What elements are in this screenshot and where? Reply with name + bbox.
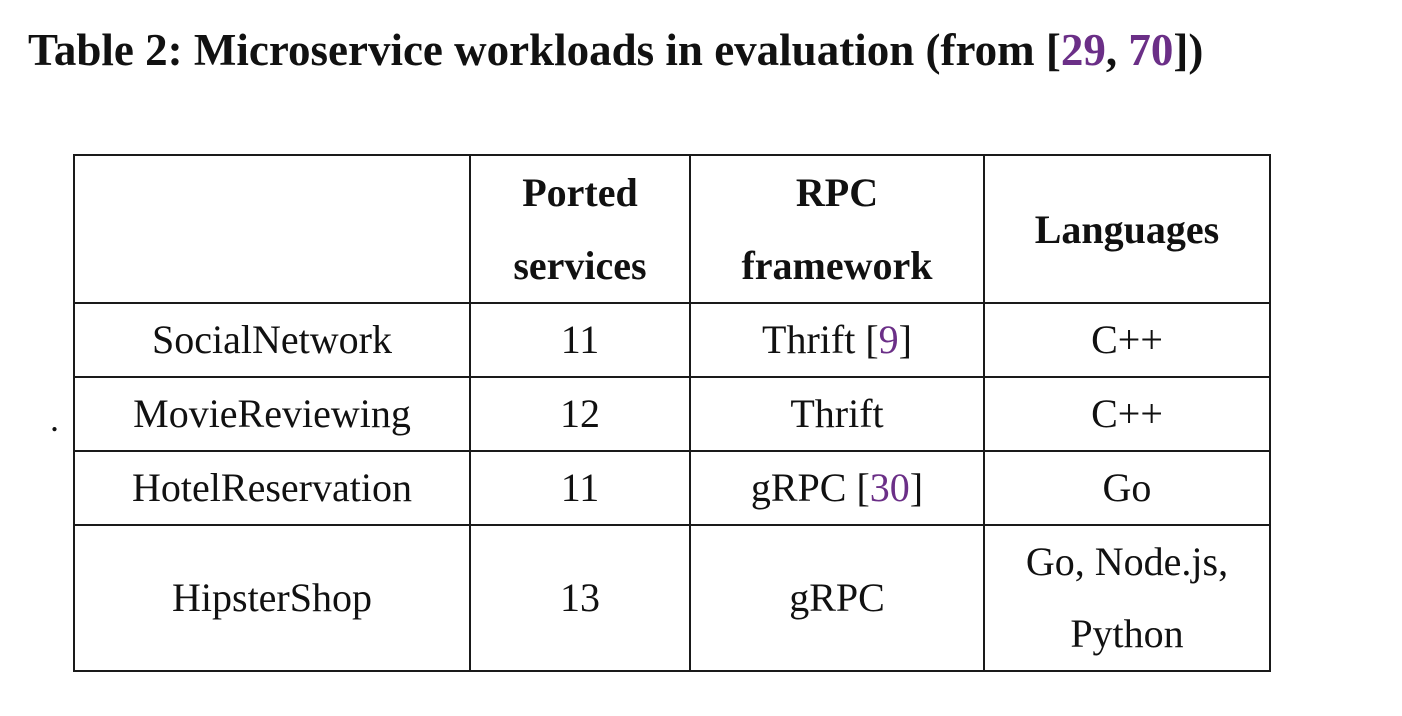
languages: C++: [983, 376, 1271, 452]
workload-name: HotelReservation: [73, 450, 471, 526]
table-row: HipsterShop 13 gRPC Go, Node.js, Python: [73, 524, 1271, 672]
workloads-table: Ported services RPC framework Languages So…: [73, 154, 1271, 672]
rpc-framework-name: Thrift: [762, 317, 856, 362]
header-row: Ported services RPC framework Languages: [73, 154, 1271, 304]
table-row: SocialNetwork 11 Thrift [9] C++: [73, 302, 1271, 378]
citation-link-9[interactable]: 9: [878, 317, 899, 362]
rpc-framework-name: gRPC: [750, 465, 847, 510]
workload-name: HipsterShop: [73, 524, 471, 672]
rpc-framework: Thrift [9]: [689, 302, 985, 378]
table-row: HotelReservation 11 gRPC [30] Go: [73, 450, 1271, 526]
header-rpc-line1: RPC: [795, 170, 879, 215]
rpc-framework: Thrift: [689, 376, 985, 452]
ported-services-count: 11: [469, 302, 691, 378]
ported-services-count: 11: [469, 450, 691, 526]
stray-dot: .: [50, 399, 59, 439]
ported-services-count: 12: [469, 376, 691, 452]
citation-link-70[interactable]: 70: [1128, 25, 1174, 75]
workload-name: MovieReviewing: [73, 376, 471, 452]
citation-link-30[interactable]: 30: [869, 465, 910, 510]
header-ported-line2: services: [513, 243, 647, 288]
header-rpc-framework: RPC framework: [689, 154, 985, 304]
header-languages: Languages: [983, 154, 1271, 304]
table-caption: Table 2: Microservice workloads in evalu…: [28, 24, 1203, 76]
header-empty: [73, 154, 471, 304]
caption-prefix: Table 2: Microservice workloads in evalu…: [28, 25, 1061, 75]
rpc-framework: gRPC: [689, 524, 985, 672]
languages: Go: [983, 450, 1271, 526]
header-ported-services: Ported services: [469, 154, 691, 304]
languages-line1: Go, Node.js,: [1025, 539, 1229, 584]
header-ported-line1: Ported: [522, 170, 638, 215]
citation-link-29[interactable]: 29: [1060, 25, 1106, 75]
workload-name: SocialNetwork: [73, 302, 471, 378]
header-rpc-line2: framework: [741, 243, 933, 288]
ported-services-count: 13: [469, 524, 691, 672]
languages: Go, Node.js, Python: [983, 524, 1271, 672]
caption-separator: ,: [1105, 25, 1129, 75]
rpc-framework: gRPC [30]: [689, 450, 985, 526]
languages-line2: Python: [1070, 611, 1184, 656]
languages: C++: [983, 302, 1271, 378]
caption-suffix: ]): [1173, 25, 1204, 75]
table-row: MovieReviewing 12 Thrift C++: [73, 376, 1271, 452]
